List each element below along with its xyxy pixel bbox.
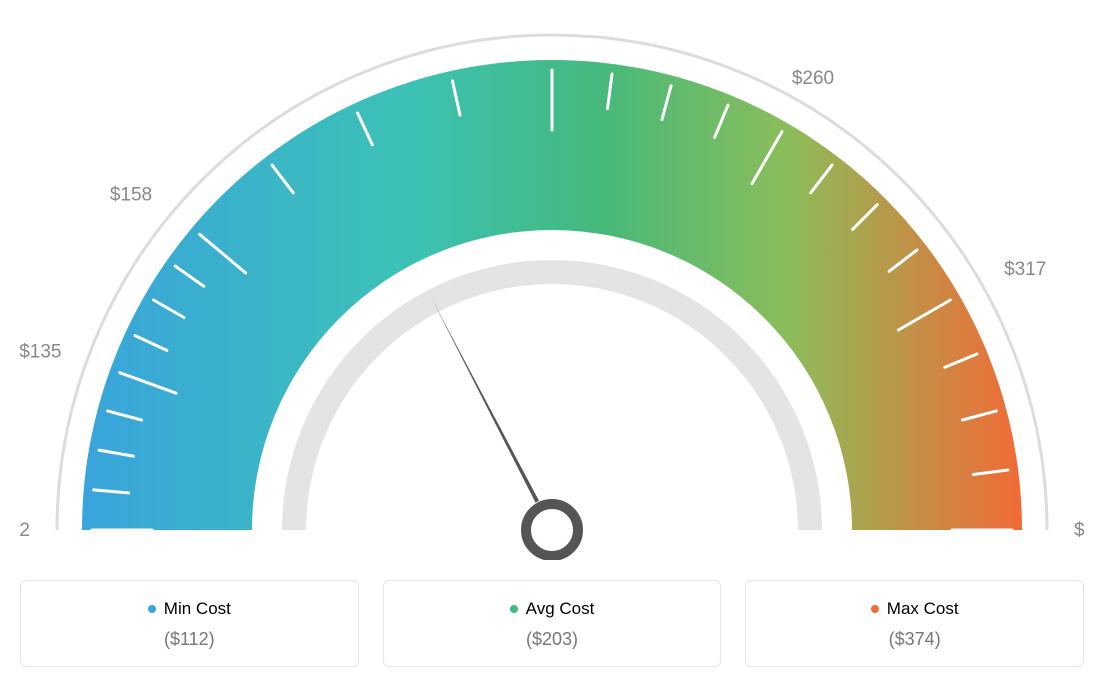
- legend-card-avg: Avg Cost ($203): [383, 580, 722, 667]
- svg-text:$112: $112: [20, 520, 30, 541]
- gauge-svg: $112$135$158$203$260$317$374: [20, 20, 1084, 560]
- legend-title-max: Max Cost: [871, 599, 959, 619]
- svg-text:$317: $317: [1004, 259, 1046, 280]
- legend-card-min: Min Cost ($112): [20, 580, 359, 667]
- cost-gauge-chart: $112$135$158$203$260$317$374 Min Cost ($…: [20, 20, 1084, 667]
- legend-value-max: ($374): [758, 629, 1071, 650]
- svg-text:$260: $260: [792, 68, 834, 89]
- legend-label-max: Max Cost: [887, 599, 959, 619]
- legend-card-max: Max Cost ($374): [745, 580, 1084, 667]
- legend-label-avg: Avg Cost: [526, 599, 595, 619]
- legend-value-avg: ($203): [396, 629, 709, 650]
- legend-row: Min Cost ($112) Avg Cost ($203) Max Cost…: [20, 580, 1084, 667]
- svg-text:$135: $135: [20, 341, 61, 362]
- legend-title-min: Min Cost: [148, 599, 231, 619]
- legend-label-min: Min Cost: [164, 599, 231, 619]
- svg-text:$158: $158: [110, 184, 152, 205]
- legend-title-avg: Avg Cost: [510, 599, 595, 619]
- legend-value-min: ($112): [33, 629, 346, 650]
- svg-text:$374: $374: [1074, 520, 1084, 541]
